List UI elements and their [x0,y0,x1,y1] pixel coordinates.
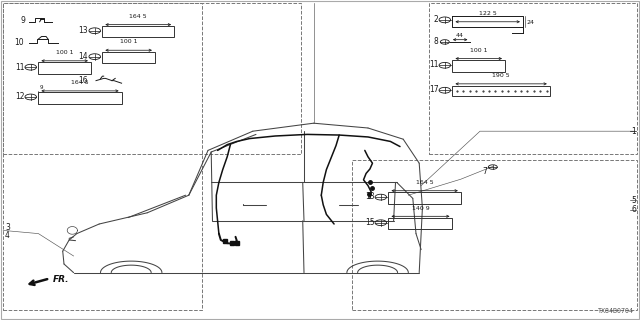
Bar [3,3,301,154]
Text: 9: 9 [40,84,43,90]
Text: 100 1: 100 1 [56,50,74,55]
Bar [3,3,202,310]
Text: 6: 6 [631,205,636,214]
Text: 14: 14 [79,52,88,60]
Bar [38,92,122,104]
Text: 2: 2 [434,15,438,24]
Text: 13: 13 [365,192,374,201]
Bar [38,62,91,74]
Text: 140 9: 140 9 [412,205,429,211]
Bar [429,3,637,154]
Text: 9: 9 [20,16,26,25]
Text: 24: 24 [526,20,534,25]
Text: FR.: FR. [53,275,70,284]
Text: 17: 17 [429,85,438,94]
Text: 4: 4 [5,231,10,240]
Bar [102,52,155,63]
Text: 13: 13 [79,26,88,35]
Bar [102,26,174,37]
Text: 100 1: 100 1 [470,48,488,53]
Bar [388,218,452,229]
Bar [388,192,461,204]
Text: 164 5: 164 5 [416,180,433,185]
Text: 12: 12 [15,92,24,101]
Text: 11: 11 [429,60,438,69]
Text: 16: 16 [79,76,88,85]
Text: 11: 11 [15,63,24,72]
Text: 100 1: 100 1 [120,39,138,44]
Text: 7: 7 [483,167,488,176]
Bar [452,60,505,72]
Text: 190 5: 190 5 [492,73,510,78]
Text: 10: 10 [15,38,24,47]
Text: 15: 15 [365,218,374,227]
Text: 44: 44 [456,33,464,38]
Text: 1: 1 [632,127,636,136]
Text: 5: 5 [631,196,636,204]
Text: 164 5: 164 5 [129,14,147,19]
Text: TX84B0704: TX84B0704 [598,308,634,314]
Text: 164 5: 164 5 [71,80,89,85]
Text: 122 5: 122 5 [479,11,497,16]
Bar [352,160,637,310]
Text: 8: 8 [434,37,438,46]
Text: 3: 3 [5,223,10,232]
Bar [452,86,550,96]
